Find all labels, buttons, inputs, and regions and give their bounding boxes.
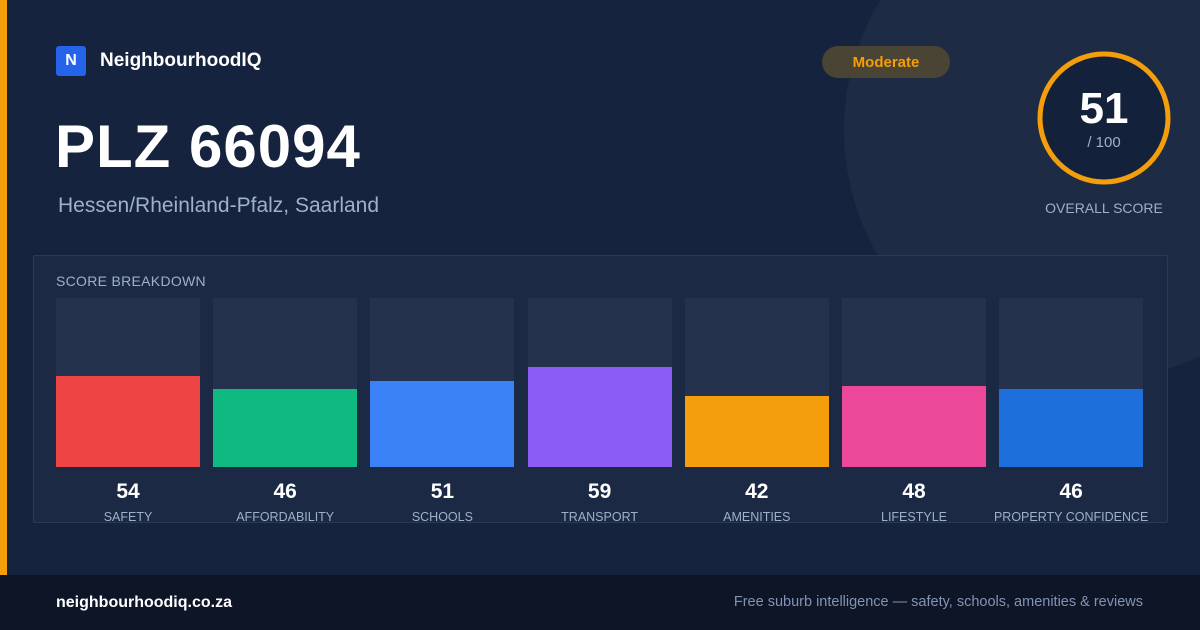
footer-url-link[interactable]: neighbourhoodiq.co.za [56,594,232,611]
rating-badge: Moderate [822,46,950,78]
bar-label: AMENITIES [723,510,791,524]
overall-score-ring: 51 / 100 [1030,44,1178,192]
bar-value: 54 [116,480,140,503]
overall-score-label: OVERALL SCORE [1045,200,1163,216]
bar-fill [842,385,986,467]
bar-value: 51 [430,480,455,503]
region-subtitle: Hessen/Rheinland-Pfalz, Saarland [58,194,380,217]
bar-track [684,298,829,467]
bar-fill [213,389,358,467]
bar-value: 46 [273,480,297,503]
bar-track [213,298,358,467]
brand-name: NeighbourhoodIQ [100,50,262,71]
bar-label: SCHOOLS [411,510,473,524]
breakdown-bars: 54 SAFETY 46 AFFORDABILITY 51 SCHOOLS 59 TRANSP… [34,256,1169,524]
bar-fill [684,396,829,467]
score-ring-icon [1037,51,1171,185]
bar-track [842,298,986,467]
bar-label: TRANSPORT [561,510,639,524]
bar-label: PROPERTY CONFIDENCE [993,510,1149,524]
bar-fill [999,389,1144,467]
footer-tagline: Free suburb intelligence — safety, schoo… [733,594,1143,610]
bar-value: 59 [587,480,612,503]
bar-track [999,298,1144,467]
footer: neighbourhoodiq.co.za Free suburb intell… [0,575,1200,630]
bar-label: AFFORDABILITY [236,510,335,524]
accent-bar [0,0,7,575]
bar-track [370,298,515,467]
bar-track [56,298,200,467]
bar-label: SAFETY [103,510,153,524]
brand-logo[interactable]: N NeighbourhoodIQ [56,46,261,76]
bar-value: 46 [1059,480,1083,503]
bar-fill [527,367,672,467]
logo-icon: N [56,46,86,76]
share-card: N NeighbourhoodIQ PLZ 66094 Hessen/Rhein… [0,0,1178,575]
bar-fill [56,375,200,467]
bar-track [527,298,672,467]
bar-fill [370,380,515,467]
bar-label: LIFESTYLE [881,510,947,524]
overall-score-value: 51 [1079,84,1129,133]
page-title: PLZ 66094 [55,113,361,180]
score-breakdown-panel: SCORE BREAKDOWN 54 SAFETY 46 AFFORDABILITY 5… [33,255,1169,524]
overall-score-max: / 100 [1087,134,1121,151]
bar-value: 48 [902,480,926,503]
bar-value: 42 [745,480,769,503]
breakdown-title: SCORE BREAKDOWN [56,273,206,289]
